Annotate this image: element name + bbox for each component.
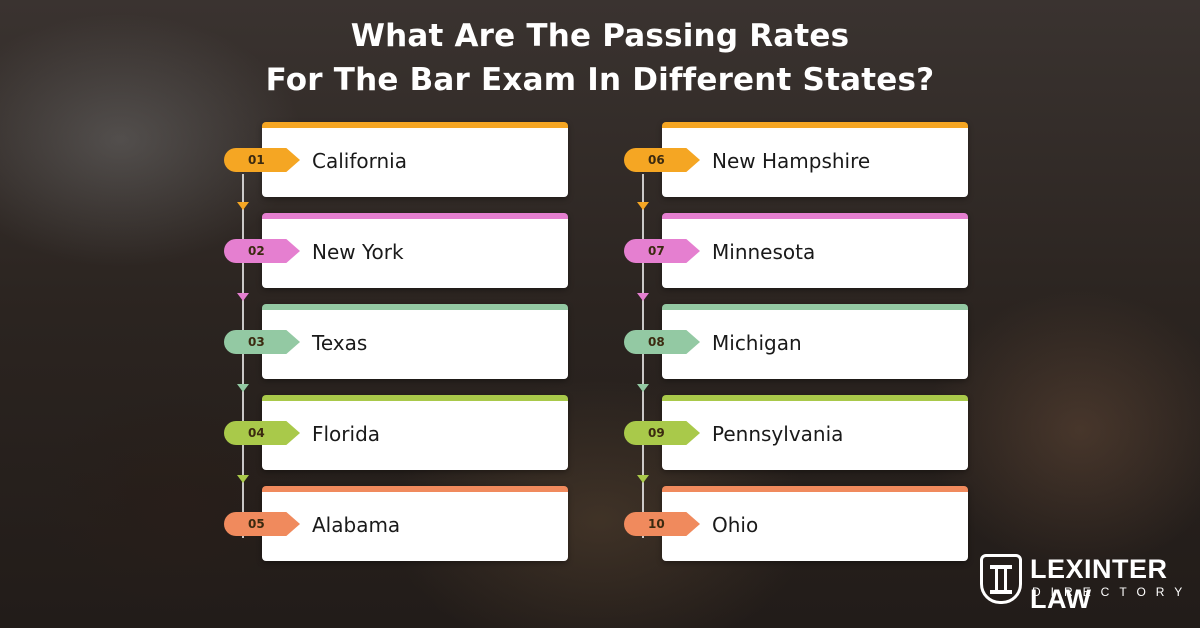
timeline-line bbox=[642, 174, 644, 538]
timeline-arrow bbox=[637, 475, 649, 483]
state-label: Michigan bbox=[712, 331, 802, 355]
state-label: Alabama bbox=[312, 513, 401, 537]
item-card bbox=[262, 213, 568, 288]
left-column: 01 California 02 New York 03 Texas 04 Fl… bbox=[222, 122, 572, 562]
right-column: 06 New Hampshire 07 Minnesota 08 Michiga… bbox=[622, 122, 972, 562]
list-item: 02 New York bbox=[222, 213, 572, 288]
number-badge: 08 bbox=[624, 330, 700, 354]
title-line-2: For The Bar Exam In Different States? bbox=[265, 62, 935, 98]
list-item: 04 Florida bbox=[222, 395, 572, 470]
state-label: New Hampshire bbox=[712, 149, 871, 173]
timeline-arrow bbox=[237, 202, 249, 210]
item-card bbox=[662, 304, 968, 379]
item-card bbox=[662, 486, 968, 561]
timeline-line bbox=[242, 174, 244, 538]
list-item: 03 Texas bbox=[222, 304, 572, 379]
list-item: 08 Michigan bbox=[622, 304, 972, 379]
item-card bbox=[662, 395, 968, 470]
state-label: Pennsylvania bbox=[712, 422, 844, 446]
brand-logo: LEXINTER LAW DIRECTORY bbox=[978, 552, 1188, 614]
timeline-arrow bbox=[637, 202, 649, 210]
timeline-arrow bbox=[637, 293, 649, 301]
state-label: Texas bbox=[312, 331, 368, 355]
item-card bbox=[262, 122, 568, 197]
number-badge: 01 bbox=[224, 148, 300, 172]
number-badge: 07 bbox=[624, 239, 700, 263]
state-label: Florida bbox=[312, 422, 381, 446]
item-card bbox=[262, 395, 568, 470]
timeline-arrow bbox=[637, 384, 649, 392]
list-item: 06 New Hampshire bbox=[622, 122, 972, 197]
logo-subtitle: DIRECTORY bbox=[1032, 585, 1193, 599]
list-item: 10 Ohio bbox=[622, 486, 972, 561]
number-badge: 10 bbox=[624, 512, 700, 536]
state-label: Ohio bbox=[712, 513, 759, 537]
title-line-1: What Are The Passing Rates bbox=[350, 18, 850, 54]
list-item: 07 Minnesota bbox=[622, 213, 972, 288]
number-badge: 06 bbox=[624, 148, 700, 172]
state-label: Minnesota bbox=[712, 240, 816, 264]
state-label: New York bbox=[312, 240, 404, 264]
logo-name: LEXINTER LAW bbox=[1030, 554, 1168, 614]
pillar-shield-icon bbox=[980, 554, 1022, 604]
item-card bbox=[262, 304, 568, 379]
number-badge: 09 bbox=[624, 421, 700, 445]
list-item: 05 Alabama bbox=[222, 486, 572, 561]
item-card bbox=[262, 486, 568, 561]
timeline-arrow bbox=[237, 475, 249, 483]
number-badge: 02 bbox=[224, 239, 300, 263]
timeline-arrow bbox=[237, 293, 249, 301]
item-card bbox=[662, 122, 968, 197]
list-item: 01 California bbox=[222, 122, 572, 197]
item-card bbox=[662, 213, 968, 288]
page-title: What Are The Passing Rates For The Bar E… bbox=[0, 14, 1200, 102]
list-item: 09 Pennsylvania bbox=[622, 395, 972, 470]
number-badge: 04 bbox=[224, 421, 300, 445]
number-badge: 03 bbox=[224, 330, 300, 354]
number-badge: 05 bbox=[224, 512, 300, 536]
timeline-arrow bbox=[237, 384, 249, 392]
state-label: California bbox=[312, 149, 407, 173]
